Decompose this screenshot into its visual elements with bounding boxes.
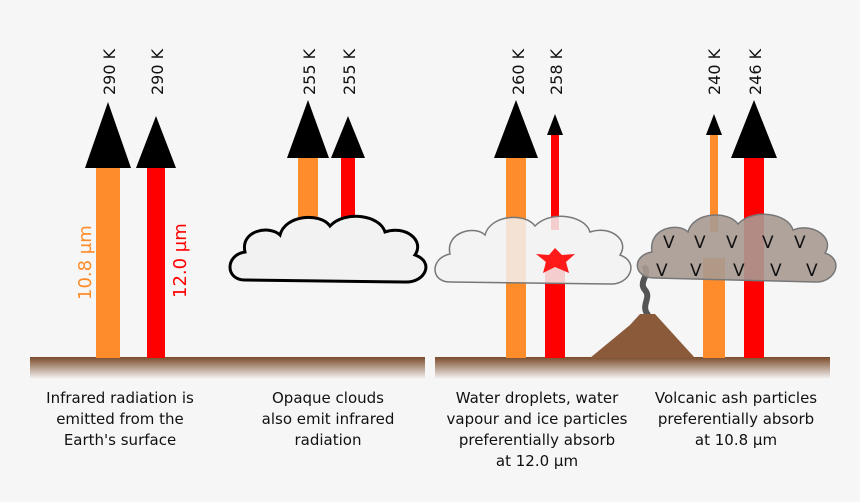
ash-particle: V bbox=[694, 233, 706, 253]
panel-2-cloud bbox=[228, 214, 428, 284]
ash-particle: V bbox=[656, 261, 668, 281]
panel-1-red-arrowhead bbox=[136, 116, 176, 168]
panel-1-temp-red: 290 K bbox=[148, 48, 167, 95]
caption-line: emitted from the bbox=[56, 410, 184, 428]
ash-particle: V bbox=[770, 261, 782, 281]
caption-line: Opaque clouds bbox=[272, 389, 384, 407]
volcano-cone bbox=[590, 314, 695, 358]
caption-line: at 12.0 µm bbox=[495, 452, 579, 470]
panel-4-temp-orange: 240 K bbox=[705, 48, 724, 95]
caption-line: preferentially absorb bbox=[657, 410, 815, 428]
caption-line: Earth's surface bbox=[63, 431, 177, 449]
panel-1-red-wavelength-label: 12.0 µm bbox=[170, 223, 191, 298]
panel-1-temp-orange: 290 K bbox=[100, 48, 119, 95]
panel-2-orange-arrowhead bbox=[287, 100, 329, 158]
caption-line: radiation bbox=[294, 431, 362, 449]
panel-4-ash-cloud bbox=[636, 213, 837, 283]
panel-1-orange-beam bbox=[96, 165, 120, 358]
panel-3-temp-red: 258 K bbox=[547, 48, 566, 95]
panel-2-temp-red: 255 K bbox=[340, 48, 359, 95]
panel-1-red-beam bbox=[147, 165, 165, 358]
panel-2-orange-beam bbox=[298, 155, 318, 230]
ash-particle: V bbox=[663, 233, 675, 253]
caption-line: at 10.8 µm bbox=[694, 431, 778, 449]
panel-4-red-arrowhead bbox=[731, 100, 777, 158]
panel-4-beams: V V V V V V V V V V 240 K 246 K bbox=[636, 48, 837, 358]
panel-3-cloud bbox=[434, 215, 632, 285]
panel-3-absorption-star bbox=[536, 248, 575, 273]
panel-3-red-arrowhead bbox=[547, 114, 563, 135]
ash-particle: V bbox=[762, 233, 774, 253]
caption-line: Volcanic ash particles bbox=[654, 389, 818, 407]
panel-3-temp-orange: 260 K bbox=[509, 48, 528, 95]
caption-line: also emit infrared bbox=[261, 410, 395, 428]
panel-3-red-beam-upper bbox=[551, 132, 559, 230]
ground-right bbox=[435, 357, 830, 379]
panel-2-red-beam bbox=[341, 155, 355, 230]
ash-particles: V V V V V V V V V V bbox=[656, 233, 818, 281]
panel-2-beams: 255 K 255 K bbox=[228, 48, 428, 284]
ash-particle: V bbox=[806, 261, 818, 281]
panel-2-caption: Opaque clouds also emit infrared radiati… bbox=[228, 388, 428, 451]
panel-1-orange-arrowhead bbox=[85, 102, 131, 168]
caption-line: Infrared radiation is bbox=[46, 389, 194, 407]
caption-line: preferentially absorb bbox=[458, 431, 616, 449]
ground-left bbox=[30, 357, 425, 379]
ash-particle: V bbox=[690, 261, 702, 281]
ash-particle: V bbox=[794, 233, 806, 253]
panel-4-orange-beam-upper bbox=[710, 132, 718, 232]
ash-particle: V bbox=[733, 261, 745, 281]
ash-particle: V bbox=[726, 233, 738, 253]
panel-2-red-arrowhead bbox=[331, 116, 365, 158]
panel-3-caption: Water droplets, water vapour and ice par… bbox=[437, 388, 637, 472]
panel-2-temp-orange: 255 K bbox=[300, 48, 319, 95]
panel-1-beams: 10.8 µm 12.0 µm 290 K 290 K bbox=[75, 48, 191, 358]
panel-3-beams: 260 K 258 K bbox=[434, 48, 632, 358]
caption-line: vapour and ice particles bbox=[446, 410, 628, 428]
panel-3-orange-arrowhead bbox=[494, 100, 538, 158]
caption-line: Water droplets, water bbox=[455, 389, 619, 407]
panel-1-caption: Infrared radiation is emitted from the E… bbox=[20, 388, 220, 451]
panel-4-orange-arrowhead bbox=[706, 114, 722, 135]
panel-4-orange-beam-lower bbox=[703, 258, 725, 358]
panel-4-caption: Volcanic ash particles preferentially ab… bbox=[636, 388, 836, 451]
panel-1-orange-wavelength-label: 10.8 µm bbox=[75, 225, 96, 300]
panel-4-temp-red: 246 K bbox=[746, 48, 765, 95]
